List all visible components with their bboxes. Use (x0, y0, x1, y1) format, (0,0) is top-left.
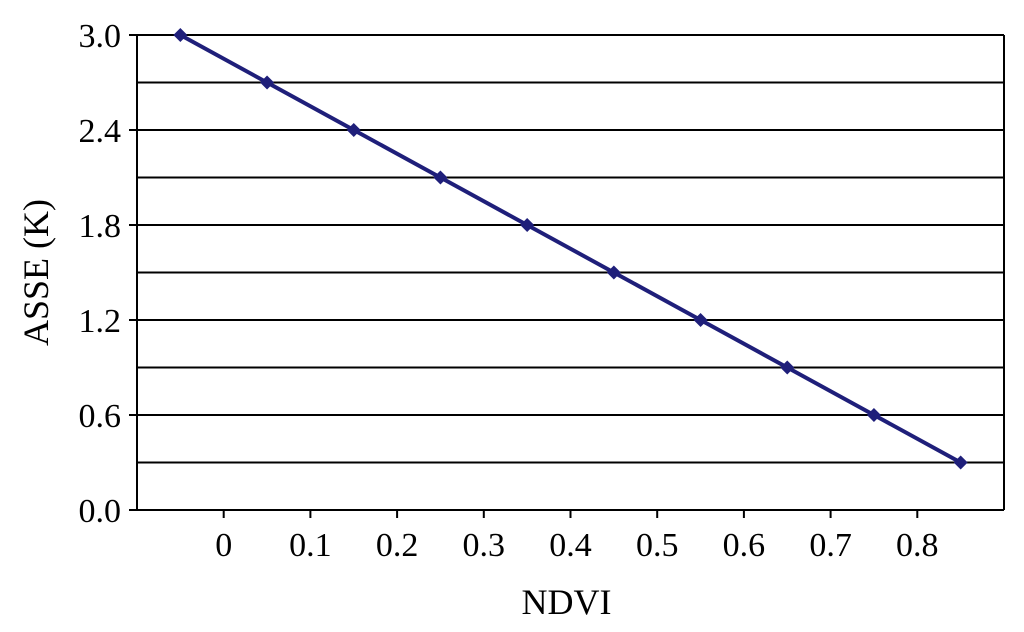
x-tick-label-4: 0.4 (549, 527, 592, 564)
y-tick-label-5: 3.0 (79, 18, 122, 55)
x-tick-label-8: 0.8 (896, 527, 939, 564)
data-point-4 (520, 218, 535, 232)
data-point-9 (953, 455, 968, 470)
x-tick-label-5: 0.5 (636, 527, 679, 564)
tick-labels: 0.0 0.6 1.2 1.8 2.4 3.0 0 0.1 0.2 0.3 0.4 0.5 0.6 0.7… (79, 18, 939, 564)
gridlines (137, 34, 1004, 464)
y-tick-label-1: 0.6 (79, 398, 122, 435)
data-point-1 (260, 75, 275, 90)
data-point-5 (606, 265, 621, 280)
y-tick-label-4: 2.4 (79, 113, 122, 150)
series-line-0 (179, 33, 962, 465)
y-tick-label-2: 1.2 (79, 303, 122, 340)
data-point-6 (693, 313, 708, 327)
x-tick-label-7: 0.7 (809, 527, 852, 564)
x-tick-label-2: 0.2 (376, 527, 419, 564)
y-tick-label-0: 0.0 (79, 493, 122, 530)
data-point-2 (346, 123, 361, 137)
x-axis-title: NDVI (522, 582, 612, 622)
series (173, 28, 968, 470)
data-point-7 (780, 360, 795, 375)
data-point-0 (173, 28, 188, 42)
y-axis-title: ASSE (K) (16, 199, 56, 346)
data-point-8 (866, 408, 881, 422)
x-tick-label-3: 0.3 (463, 527, 506, 564)
data-point-3 (433, 170, 448, 185)
x-tick-label-1: 0.1 (289, 527, 332, 564)
x-tick-label-6: 0.6 (723, 527, 766, 564)
x-tick-label-0: 0 (215, 527, 232, 564)
y-tick-label-3: 1.8 (79, 208, 122, 245)
